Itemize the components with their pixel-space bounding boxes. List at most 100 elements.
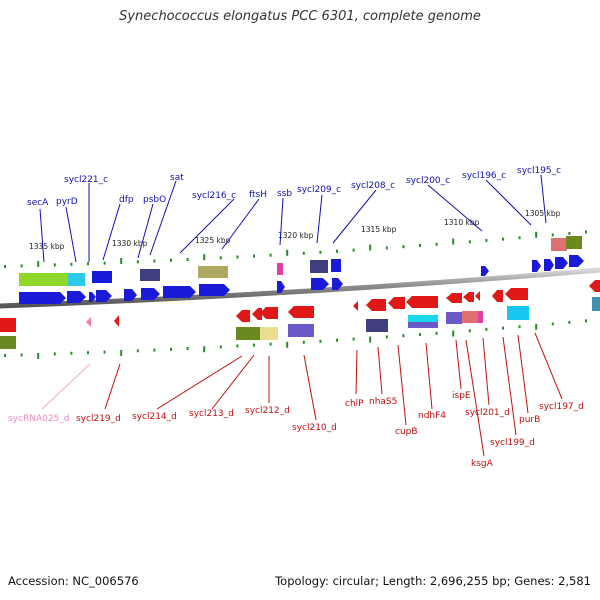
minor-tick [551, 233, 554, 237]
gene-arrow-seca[interactable] [19, 292, 66, 304]
gene-label-sycl200[interactable]: sycl200_c [406, 176, 450, 186]
cog-box-pyrd[interactable] [68, 273, 85, 286]
gene-arrow-psbo-a[interactable] [124, 289, 137, 301]
minor-tick [103, 261, 106, 265]
gene-arrow-ftsh[interactable] [277, 281, 285, 293]
gene-label-chlp[interactable]: chlP [345, 399, 364, 409]
gene-label-seca[interactable]: secA [27, 198, 49, 208]
minor-tick [336, 338, 338, 342]
rna-arrow-sycrna025[interactable] [86, 317, 91, 327]
cog-box-dfp[interactable] [92, 271, 112, 283]
gene-label-sycl196[interactable]: sycl196_c [462, 171, 506, 181]
gene-label-sycl214[interactable]: sycl214_d [132, 412, 177, 422]
cog-box-sycl210[interactable] [288, 324, 314, 337]
gene-arrow-cupb[interactable] [388, 297, 405, 309]
gene-label-psbo[interactable]: psbO [143, 195, 166, 205]
gene-arrow-sycl208[interactable] [332, 278, 343, 290]
reverse-cog-boxes [0, 297, 600, 349]
gene-label-sycl212[interactable]: sycl212_d [245, 406, 290, 416]
minor-tick [53, 352, 56, 356]
cog-box-ispe[interactable] [446, 312, 462, 324]
gene-arrow-nhas5[interactable] [366, 299, 386, 311]
gene-label-sycl197[interactable]: sycl197_d [539, 402, 584, 412]
minor-tick [419, 333, 421, 336]
gene-arrow-sycl196-b[interactable] [544, 259, 554, 271]
cog-box-left-edge[interactable] [0, 336, 16, 349]
gene-arrow-sycl210[interactable] [288, 306, 314, 318]
gene-arrow-sycl201[interactable] [475, 291, 480, 301]
gene-label-sycl208[interactable]: sycl208_c [351, 181, 395, 191]
gene-label-sycl199[interactable]: sycl199_d [490, 438, 535, 448]
minor-tick [87, 262, 89, 266]
cog-box-ksga[interactable] [462, 311, 478, 323]
gene-label-sycl216[interactable]: sycl216_c [192, 191, 236, 201]
cog-box-sycl216[interactable] [198, 266, 228, 278]
cog-box-psbo[interactable] [140, 269, 160, 281]
map-title: Synechococcus elongatus PCC 6301, comple… [119, 9, 481, 24]
cog-box-sycl195-b[interactable] [566, 236, 582, 249]
gene-arrow-purb[interactable] [505, 288, 528, 300]
gene-arrow-pyrd[interactable] [67, 291, 86, 303]
gene-label-sycl221[interactable]: sycl221_c [64, 175, 108, 185]
gene-label-ispe[interactable]: ispE [452, 391, 471, 401]
gene-label-ftsh[interactable]: ftsH [249, 190, 267, 200]
gene-arrow-sycl197[interactable] [589, 280, 600, 292]
gene-label-sycl209[interactable]: sycl209_c [297, 185, 341, 195]
gene-arrow-sycl213[interactable] [260, 307, 278, 319]
gene-arrow-sycl209[interactable] [311, 278, 329, 290]
gene-label-ssb[interactable]: ssb [277, 189, 292, 199]
cog-box-purb[interactable] [507, 306, 529, 320]
gene-arrow-sycl199[interactable] [492, 290, 503, 302]
gene-label-sycl201[interactable]: sycl201_d [465, 408, 510, 418]
gene-arrow-sycl196-a[interactable] [532, 260, 541, 272]
gene-arrow-psbo-b[interactable] [141, 288, 160, 300]
cog-box-ndhf4-b[interactable] [408, 322, 438, 328]
inner-tick-row [4, 319, 587, 359]
gene-label-sat[interactable]: sat [170, 173, 184, 183]
cog-box-sycl201[interactable] [478, 311, 483, 323]
gene-label-sycl219[interactable]: sycl219_d [76, 414, 121, 424]
cog-box-sycl195-a[interactable] [551, 238, 567, 251]
gene-arrow-sat[interactable] [163, 286, 196, 298]
gene-label-dfp[interactable]: dfp [119, 195, 134, 205]
gene-arrow-sycl195-b[interactable] [569, 255, 584, 267]
accession-text: Accession: NC_006576 [8, 574, 139, 588]
cog-box-ndhf4-a[interactable] [408, 315, 438, 322]
minor-tick [170, 258, 172, 262]
gene-arrow-sycl200[interactable] [481, 266, 489, 276]
gene-label-ksga[interactable]: ksgA [471, 459, 494, 469]
gene-arrow-sycl214-b[interactable] [252, 308, 262, 320]
gene-label-ndhf4[interactable]: ndhF4 [418, 411, 446, 421]
gene-arrow-dfp[interactable] [96, 290, 112, 302]
gene-arrow-sycl221[interactable] [89, 292, 96, 302]
cog-box-ssb[interactable] [277, 263, 283, 275]
cog-box-nhas5[interactable] [366, 319, 388, 332]
gene-arrow-ksga[interactable] [463, 292, 474, 302]
gene-label-pyrd[interactable]: pyrD [56, 197, 78, 207]
cog-box-seca[interactable] [19, 273, 69, 286]
gene-label-sycl210[interactable]: sycl210_d [292, 423, 337, 433]
cog-box-sycl209[interactable] [310, 260, 328, 273]
gene-arrow-ispe[interactable] [446, 293, 462, 303]
minor-tick [568, 320, 571, 324]
gene-label-nhas5[interactable]: nhaS5 [369, 397, 397, 407]
cog-box-sycl208[interactable] [331, 259, 341, 272]
cog-box-sycl214[interactable] [236, 327, 260, 340]
minor-tick [186, 347, 189, 350]
gene-label-sycl195[interactable]: sycl195_c [517, 166, 561, 176]
gene-label-sycrna025[interactable]: sycRNA025_d [8, 414, 70, 424]
cog-box-sycl213[interactable] [260, 327, 278, 340]
gene-arrow-sycl214-a[interactable] [236, 310, 250, 322]
major-tick [120, 350, 123, 356]
gene-label-cupb[interactable]: cupB [395, 427, 418, 437]
cog-box-right-edge[interactable] [592, 297, 600, 311]
gene-arrow-left-edge[interactable] [0, 318, 16, 332]
gene-label-purb[interactable]: purB [519, 415, 540, 425]
gene-arrow-ndhf4[interactable] [406, 296, 438, 308]
gene-arrow-chlp[interactable] [353, 301, 358, 311]
gene-arrow-sycl195-a[interactable] [555, 257, 568, 269]
minor-tick [20, 264, 23, 268]
gene-arrow-sycl219[interactable] [114, 315, 119, 327]
gene-arrow-sycl216[interactable] [199, 284, 230, 296]
gene-label-sycl213[interactable]: sycl213_d [189, 409, 234, 419]
